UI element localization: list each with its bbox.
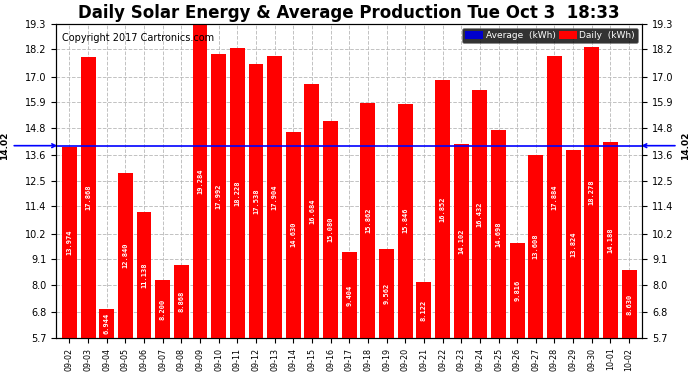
Text: 14.698: 14.698 (495, 221, 502, 247)
Text: 18.228: 18.228 (235, 180, 240, 206)
Bar (622, 270, 637, 338)
Text: 17.992: 17.992 (216, 183, 221, 209)
Text: 8.630: 8.630 (626, 293, 632, 315)
Text: 13.824: 13.824 (570, 231, 576, 257)
Bar (435, 80, 450, 338)
Text: Copyright 2017 Cartronics.com: Copyright 2017 Cartronics.com (62, 33, 215, 43)
Bar (118, 173, 133, 338)
Text: 14.102: 14.102 (458, 228, 464, 254)
Bar (248, 64, 264, 338)
Text: 8.122: 8.122 (421, 299, 427, 321)
Bar (137, 212, 152, 338)
Text: 13.608: 13.608 (533, 234, 539, 259)
Bar (230, 48, 245, 338)
Text: 14.02: 14.02 (643, 132, 689, 160)
Bar (547, 56, 562, 338)
Text: 16.852: 16.852 (440, 196, 446, 222)
Bar (286, 132, 301, 338)
Bar (62, 147, 77, 338)
Bar (454, 144, 469, 338)
Bar (193, 24, 208, 338)
Text: 14.188: 14.188 (607, 227, 613, 253)
Title: Daily Solar Energy & Average Production Tue Oct 3  18:33: Daily Solar Energy & Average Production … (79, 4, 620, 22)
Bar (473, 90, 487, 338)
Text: 16.684: 16.684 (309, 198, 315, 224)
Text: 8.200: 8.200 (159, 298, 166, 320)
Text: 15.862: 15.862 (365, 208, 371, 233)
Text: 17.884: 17.884 (551, 184, 558, 210)
Text: 9.562: 9.562 (384, 283, 390, 304)
Bar (584, 47, 599, 338)
Bar (360, 103, 375, 338)
Bar (174, 265, 189, 338)
Text: 6.944: 6.944 (104, 313, 110, 334)
Bar (99, 309, 114, 338)
Text: 14.630: 14.630 (290, 222, 296, 248)
Legend: Average  (kWh), Daily  (kWh): Average (kWh), Daily (kWh) (462, 28, 638, 43)
Bar (155, 280, 170, 338)
Bar (211, 54, 226, 338)
Text: 9.404: 9.404 (346, 285, 353, 306)
Text: 16.432: 16.432 (477, 201, 483, 226)
Bar (417, 282, 431, 338)
Bar (603, 142, 618, 338)
Text: 13.974: 13.974 (66, 230, 72, 255)
Text: 18.278: 18.278 (589, 180, 595, 206)
Bar (491, 130, 506, 338)
Text: 8.868: 8.868 (178, 291, 184, 312)
Bar (267, 56, 282, 338)
Text: 17.538: 17.538 (253, 188, 259, 214)
Bar (323, 121, 338, 338)
Text: 19.284: 19.284 (197, 168, 203, 194)
Text: 12.840: 12.840 (122, 243, 128, 268)
Text: 14.02: 14.02 (0, 132, 55, 160)
Bar (566, 150, 580, 338)
Bar (397, 104, 413, 338)
Bar (81, 57, 95, 338)
Text: 17.868: 17.868 (85, 184, 91, 210)
Text: 17.904: 17.904 (272, 184, 277, 210)
Bar (379, 249, 394, 338)
Bar (304, 84, 319, 338)
Text: 15.080: 15.080 (328, 217, 333, 242)
Bar (529, 155, 543, 338)
Text: 9.816: 9.816 (514, 280, 520, 301)
Text: 15.846: 15.846 (402, 208, 408, 233)
Bar (342, 252, 357, 338)
Bar (510, 243, 524, 338)
Text: 11.138: 11.138 (141, 262, 147, 288)
